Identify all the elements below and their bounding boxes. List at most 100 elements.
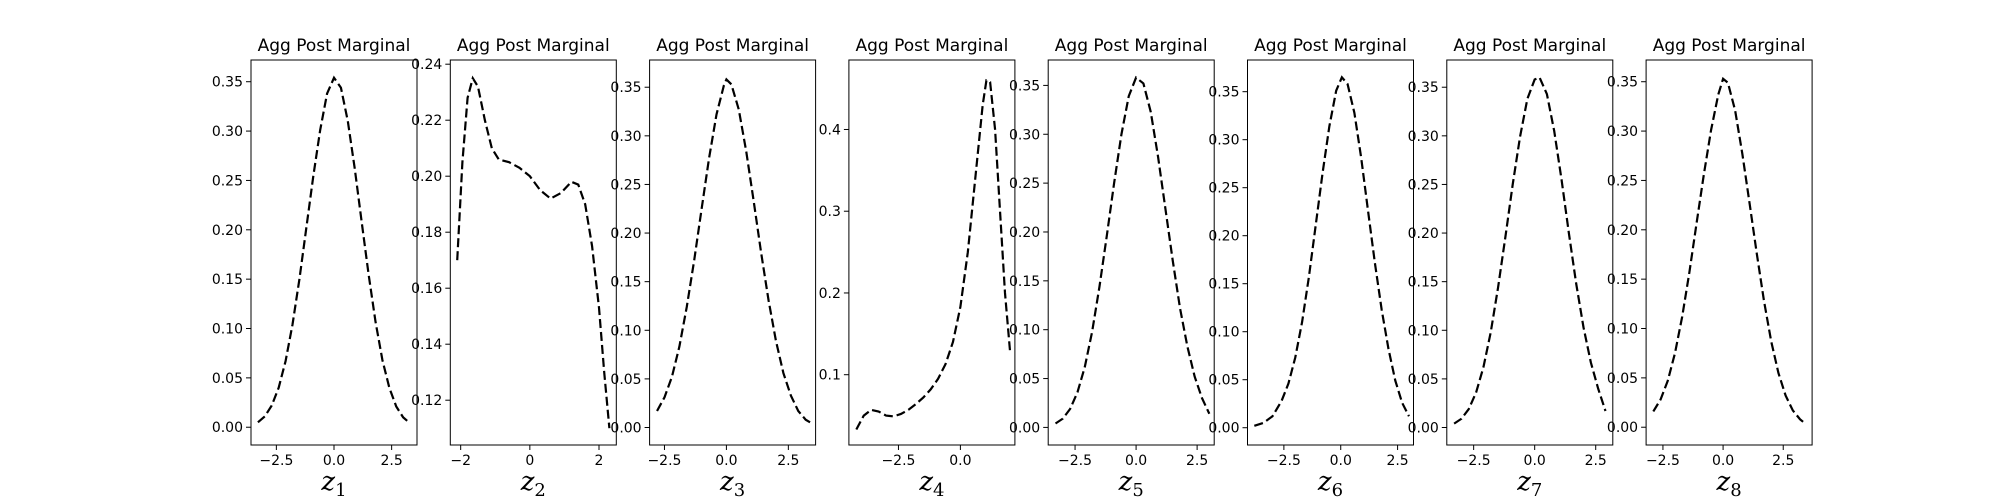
y-tick-label: 0.25: [1009, 176, 1040, 192]
x-tick-label: 0.0: [323, 453, 345, 469]
y-tick-label: 0.00: [610, 421, 641, 437]
x-tick-label: 2.5: [1585, 453, 1607, 469]
x-tick-label: −2.5: [1267, 453, 1301, 469]
axes-frame: [1047, 59, 1215, 446]
x-axis-label: z3: [719, 467, 745, 500]
x-tick-label: −2.5: [1457, 453, 1491, 469]
y-tick-label: 0.10: [1408, 323, 1439, 339]
y-tick-label: 0.25: [1408, 177, 1439, 193]
y-tick-label: 0.05: [1208, 373, 1239, 389]
y-tick-label: 0.15: [610, 275, 641, 291]
y-tick-label: 0.20: [1408, 226, 1439, 242]
x-tick-label: 2.5: [777, 453, 799, 469]
y-tick-label: 0.30: [1607, 124, 1638, 140]
y-tick-label: 0.35: [1408, 80, 1439, 96]
y-tick-label: 0.20: [411, 169, 442, 185]
y-tick-label: 0.25: [212, 173, 243, 189]
y-tick-label: 0.05: [1408, 372, 1439, 388]
axes-frame: [449, 59, 617, 446]
y-tick-label: 0.35: [1009, 78, 1040, 94]
x-axis-label: z2: [520, 467, 546, 500]
y-tick-label: 0.20: [610, 226, 641, 242]
x-tick-label: −2.5: [1646, 453, 1680, 469]
x-tick-label: 2.5: [1772, 453, 1794, 469]
y-tick-label: 0.35: [1208, 85, 1239, 101]
y-tick-label: 0.05: [1009, 372, 1040, 388]
x-tick-label: 0.0: [1524, 453, 1546, 469]
x-tick-label: −2: [450, 453, 471, 469]
subplot-6: Agg Post Marginal 0.00 0.05 0.10 0.15 0.20 0.2…: [1208, 36, 1414, 500]
density-curve: [257, 75, 411, 425]
x-axis-label: z5: [1118, 467, 1144, 500]
axes-frame: [250, 59, 418, 446]
subplot-title: Agg Post Marginal: [856, 36, 1009, 56]
y-tick-label: 0.25: [1208, 181, 1239, 197]
subplot-8: Agg Post Marginal 0.00 0.05 0.10 0.15 0.20 0.2…: [1607, 36, 1813, 500]
x-tick-label: −2.5: [1058, 453, 1092, 469]
y-tick-label: 0.14: [411, 337, 442, 353]
y-tick-label: 0.10: [212, 322, 243, 338]
subplot-title: Agg Post Marginal: [1055, 36, 1208, 56]
subplot-title: Agg Post Marginal: [457, 36, 610, 56]
subplot-title: Agg Post Marginal: [258, 36, 411, 56]
y-tick-label: 0.05: [1607, 371, 1638, 387]
x-axis-label: z1: [320, 467, 346, 500]
x-tick-label: −2.5: [647, 453, 681, 469]
subplot-4: Agg Post Marginal 0.1 0.2 0.3 0.4 −2.5 0.0 z4: [819, 36, 1016, 500]
x-tick-label: −2.5: [881, 453, 915, 469]
x-tick-label: 2.5: [1186, 453, 1208, 469]
subplot-7: Agg Post Marginal 0.00 0.05 0.10 0.15 0.20 0.2…: [1408, 36, 1614, 500]
y-tick-label: 0.30: [1009, 127, 1040, 143]
subplot-1: Agg Post Marginal 0.00 0.05 0.10 0.15 0.20 0.2…: [212, 36, 418, 500]
y-tick-label: 0.25: [610, 177, 641, 193]
axes-frame: [1446, 59, 1614, 446]
subplot-5: Agg Post Marginal 0.00 0.05 0.10 0.15 0.20 0.2…: [1009, 36, 1215, 500]
density-curve: [1253, 75, 1410, 427]
y-tick-label: 0.16: [411, 281, 442, 297]
x-tick-label: 0.0: [715, 453, 737, 469]
density-curve: [1054, 75, 1211, 425]
x-tick-label: 2: [595, 453, 604, 469]
y-tick-label: 0.05: [610, 372, 641, 388]
y-tick-label: 0.3: [819, 204, 841, 220]
subplot-3: Agg Post Marginal 0.00 0.05 0.10 0.15 0.20 0.2…: [610, 36, 817, 500]
x-tick-label: 2.5: [1386, 453, 1408, 469]
y-tick-label: 0.35: [1607, 75, 1638, 91]
x-tick-label: 0.0: [1712, 453, 1734, 469]
subplot-title: Agg Post Marginal: [1653, 36, 1806, 56]
y-tick-label: 0.30: [1208, 133, 1239, 149]
y-tick-label: 0.4: [819, 122, 841, 138]
x-tick-label: −2.5: [259, 453, 293, 469]
y-tick-label: 0.20: [1009, 225, 1040, 241]
density-curve: [1652, 76, 1806, 425]
y-tick-label: 0.00: [212, 420, 243, 436]
subplot-2: Agg Post Marginal 0.12 0.14 0.16 0.18 0.20 0.2…: [411, 36, 617, 500]
x-tick-label: 0.0: [1330, 453, 1352, 469]
y-tick-label: 0.00: [1208, 421, 1239, 437]
y-tick-label: 0.30: [1408, 129, 1439, 145]
y-tick-label: 0.12: [411, 393, 442, 409]
x-tick-label: 0: [525, 453, 534, 469]
y-tick-label: 0.15: [1208, 277, 1239, 293]
density-curve: [855, 78, 1012, 430]
subplot-title: Agg Post Marginal: [656, 36, 809, 56]
axes-frame: [848, 59, 1016, 446]
y-tick-label: 0.2: [819, 286, 841, 302]
y-tick-label: 0.20: [212, 223, 243, 239]
density-curve: [656, 77, 812, 424]
axes-frame: [1645, 59, 1813, 446]
x-tick-label: 0.0: [949, 453, 971, 469]
y-tick-label: 0.30: [610, 129, 641, 145]
y-tick-label: 0.10: [1009, 323, 1040, 339]
axes-frame: [649, 59, 817, 446]
y-tick-label: 0.00: [1009, 420, 1040, 436]
x-axis-label: z8: [1716, 467, 1742, 500]
y-tick-label: 0.10: [610, 323, 641, 339]
y-tick-label: 0.15: [212, 272, 243, 288]
subplot-title: Agg Post Marginal: [1453, 36, 1606, 56]
y-tick-label: 0.18: [411, 225, 442, 241]
density-curve: [1453, 76, 1607, 425]
y-tick-label: 0.20: [1208, 229, 1239, 245]
x-axis-label: z7: [1516, 467, 1542, 500]
